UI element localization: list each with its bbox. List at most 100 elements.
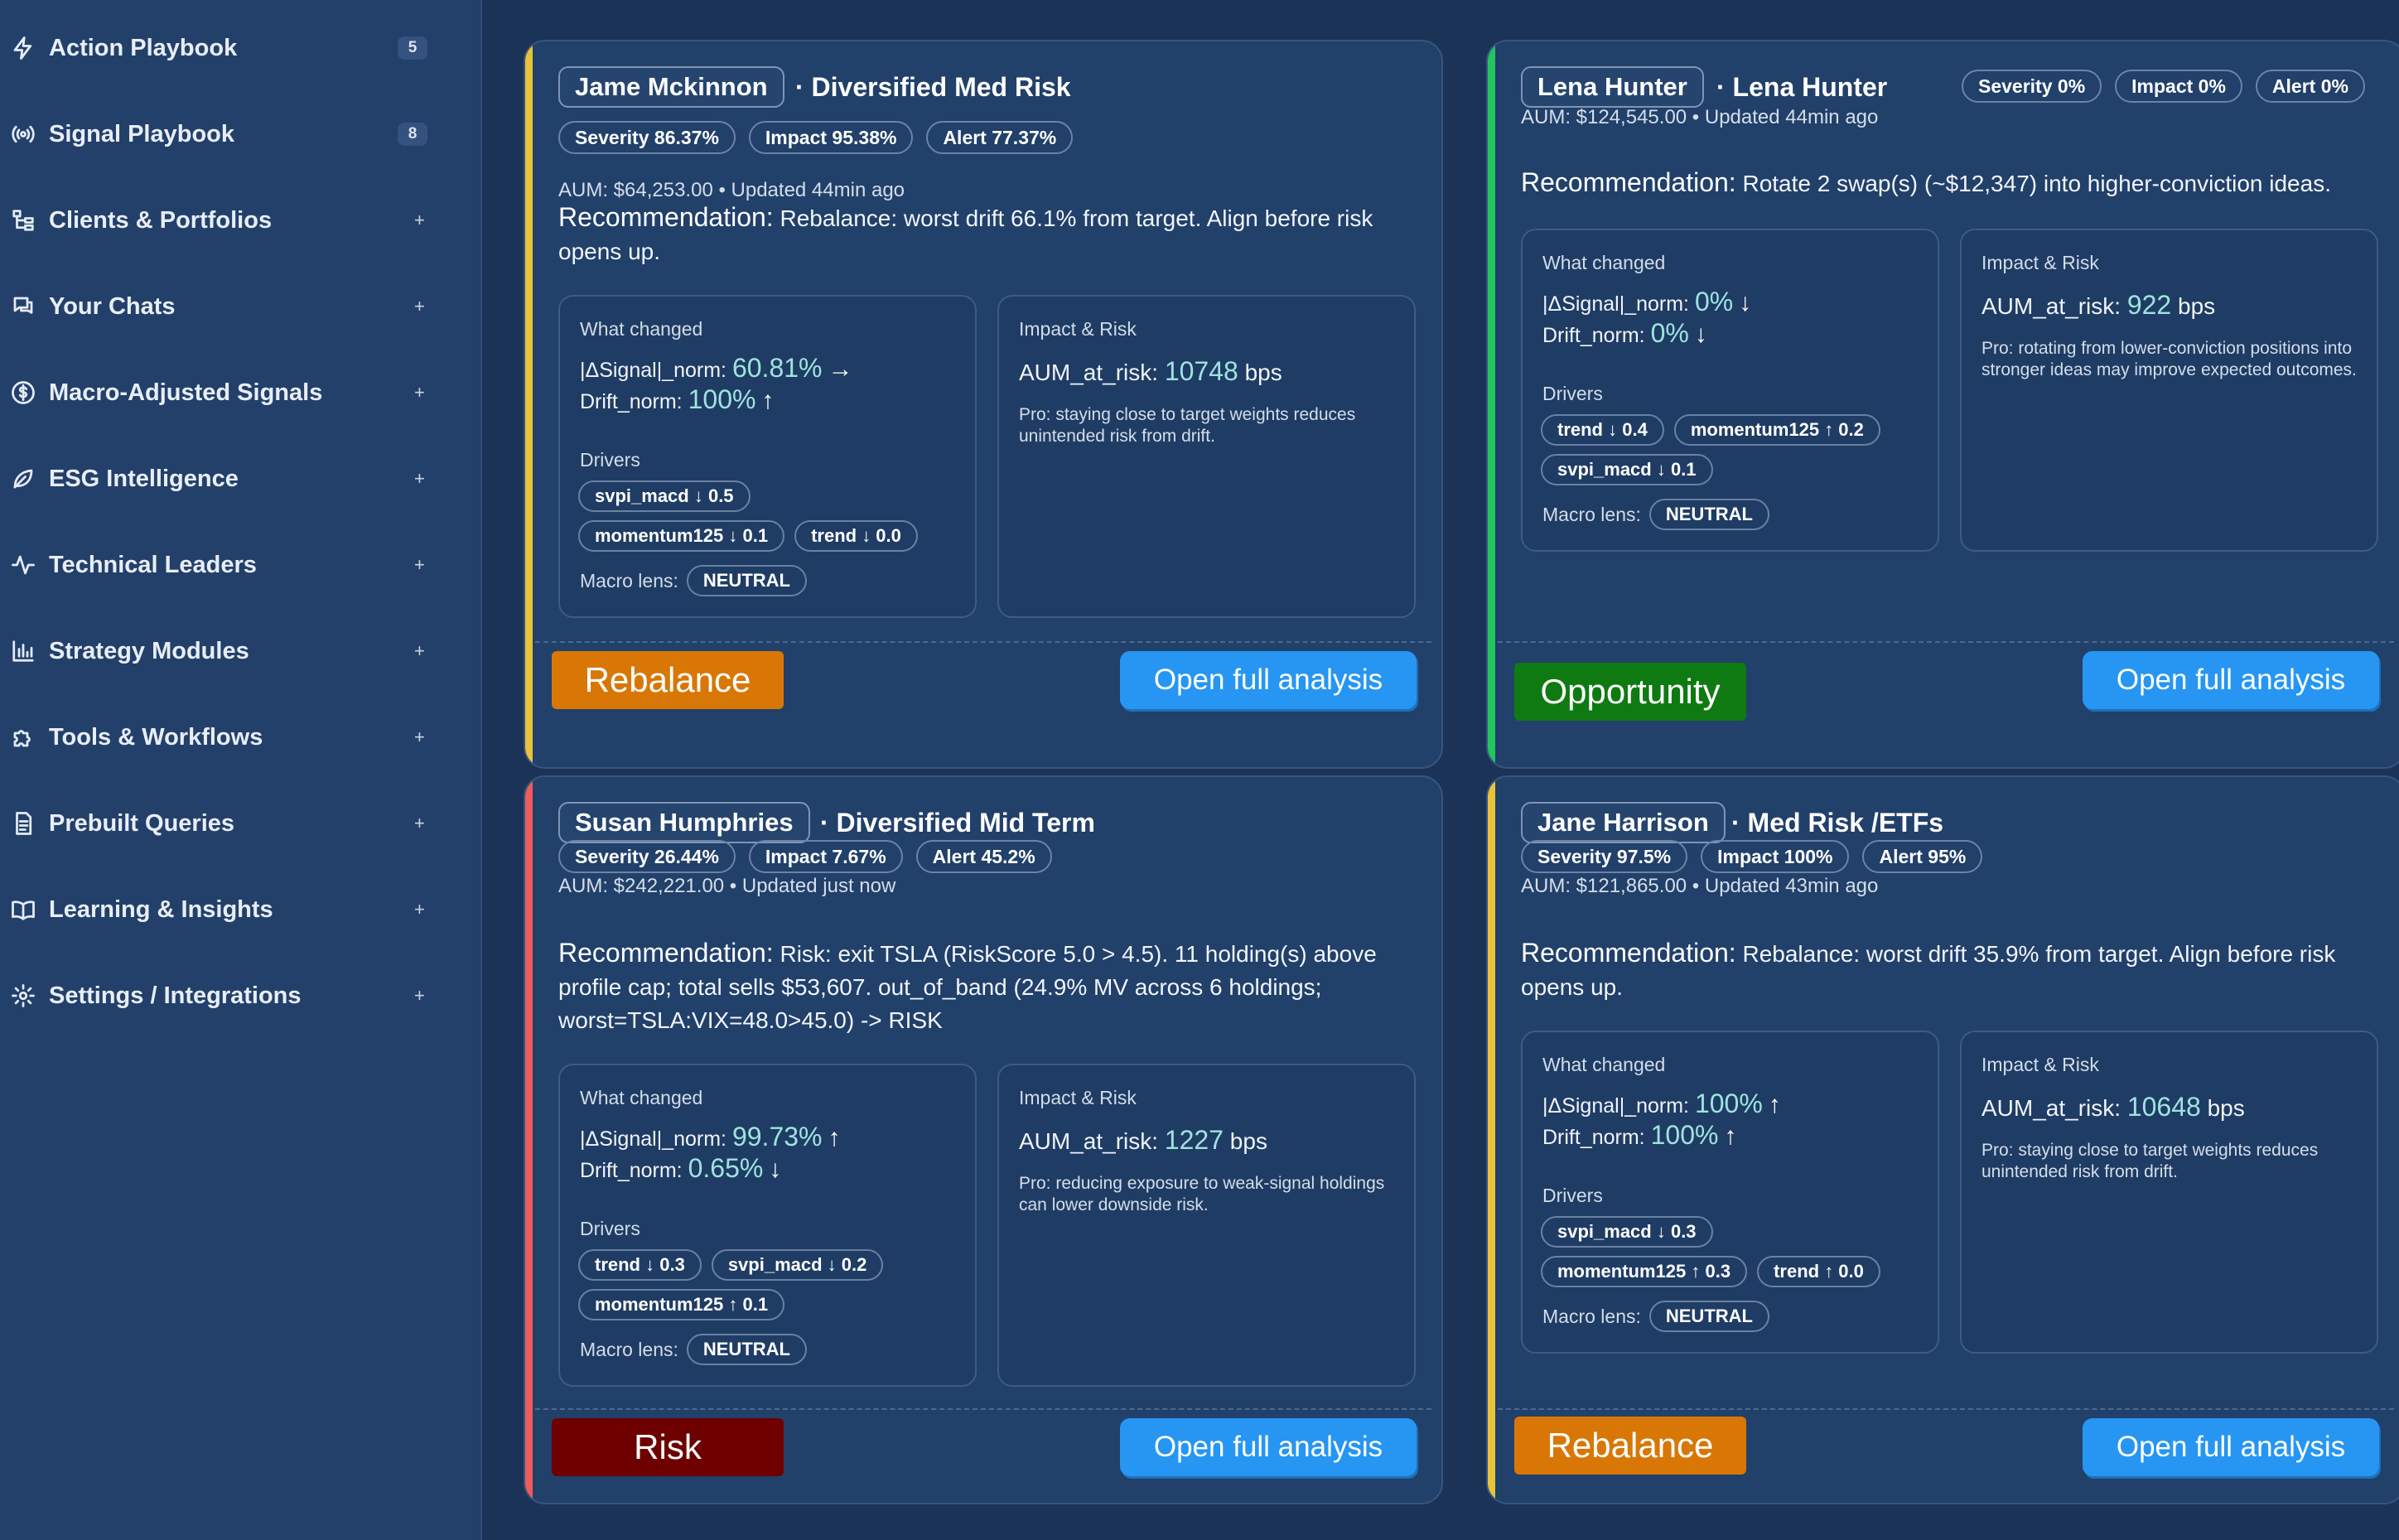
drivers-title: Drivers: [1542, 1185, 1603, 1206]
open-full-analysis-button[interactable]: Open full analysis: [1120, 1418, 1417, 1476]
drivers-title: Drivers: [580, 1218, 640, 1239]
metric-row: Severity 26.44% Impact 7.67% Alert 45.2%: [558, 840, 1052, 873]
bps-unit: bps: [2178, 293, 2216, 319]
drift-norm-value: 100%: [688, 384, 756, 414]
driver-chip: trend ↑ 0.0: [1757, 1256, 1880, 1287]
sidebar-item-settings-integrations[interactable]: Settings / Integrations +: [0, 961, 482, 1031]
client-name[interactable]: Jame Mckinnon: [558, 66, 784, 108]
portfolio-profile: · Diversified Mid Term: [820, 807, 1095, 838]
impact-note: Pro: staying close to target weights red…: [1981, 1141, 2319, 1181]
signal-norm-label: |ΔSignal|_norm:: [580, 1127, 726, 1151]
signal-norm: |ΔSignal|_norm: 100% ↑: [1542, 1089, 1781, 1119]
severity-badge: Severity 97.5%: [1521, 840, 1688, 873]
drift-norm: Drift_norm: 0.65% ↓: [580, 1153, 781, 1184]
signal-trend-arrow: ↑: [828, 1124, 841, 1151]
sidebar-item-clients-portfolios[interactable]: Clients & Portfolios +: [0, 186, 482, 255]
card-divider: [535, 1408, 1431, 1410]
client-name[interactable]: Lena Hunter: [1521, 66, 1704, 108]
drift-norm-value: 0%: [1650, 318, 1689, 348]
drift-trend-arrow: ↓: [769, 1156, 782, 1183]
aum-line: AUM: $242,221.00 • Updated just now: [558, 875, 896, 897]
client-name[interactable]: Jane Harrison: [1521, 802, 1726, 843]
what-changed-panel: What changed |ΔSignal|_norm: 100% ↑ Drif…: [1521, 1031, 1939, 1354]
sidebar-item-learning-insights[interactable]: Learning & Insights +: [0, 875, 482, 944]
open-full-analysis-button[interactable]: Open full analysis: [2083, 651, 2379, 709]
sidebar-item-action-playbook[interactable]: Action Playbook 5: [0, 13, 482, 83]
aum-line: AUM: $121,865.00 • Updated 43min ago: [1521, 875, 1879, 897]
portfolio-profile: · Diversified Med Risk: [795, 71, 1071, 102]
count-badge: 8: [398, 123, 427, 146]
portfolio-profile: · Lena Hunter: [1716, 71, 1888, 102]
sidebar-item-signal-playbook[interactable]: Signal Playbook 8: [0, 99, 482, 169]
sidebar-item-macro-adjusted-signals[interactable]: Macro-Adjusted Signals +: [0, 358, 482, 427]
aum-at-risk: AUM_at_risk: 1227 bps: [1019, 1125, 1267, 1156]
card-divider: [535, 641, 1431, 643]
sidebar-item-label: Macro-Adjusted Signals: [49, 379, 323, 406]
drivers-row: momentum125 ↑ 0.3 trend ↑ 0.0: [1541, 1256, 1880, 1287]
impact-badge: Impact 100%: [1701, 840, 1850, 873]
signal-trend-arrow: ↓: [1739, 289, 1752, 316]
alert-badge: Alert 95%: [1862, 840, 1983, 873]
panel-title: What changed: [1542, 252, 1666, 273]
sidebar-item-technical-leaders[interactable]: Technical Leaders +: [0, 530, 482, 600]
open-full-analysis-button[interactable]: Open full analysis: [1120, 651, 1417, 709]
impact-badge: Impact 95.38%: [748, 121, 914, 154]
macro-lens: Macro lens: NEUTRAL: [1542, 1301, 1769, 1332]
card-divider: [1498, 1408, 2394, 1410]
drift-norm-label: Drift_norm:: [1542, 324, 1645, 347]
sidebar-item-your-chats[interactable]: Your Chats +: [0, 272, 482, 341]
sidebar: Action Playbook 5 Signal Playbook 8 Clie…: [0, 0, 482, 1540]
expand-icon[interactable]: +: [414, 468, 425, 489]
expand-icon[interactable]: +: [414, 727, 425, 747]
aum-at-risk: AUM_at_risk: 10648 bps: [1981, 1092, 2245, 1122]
open-full-analysis-button[interactable]: Open full analysis: [2083, 1418, 2379, 1476]
sidebar-item-label: ESG Intelligence: [49, 465, 239, 492]
driver-chip: trend ↓ 0.4: [1541, 414, 1664, 446]
impact-note: Pro: reducing exposure to weak-signal ho…: [1019, 1174, 1385, 1214]
client-card: Susan Humphries · Diversified Mid Term S…: [524, 775, 1443, 1504]
macro-lens-badge: NEUTRAL: [686, 565, 807, 596]
expand-icon[interactable]: +: [414, 813, 425, 833]
sidebar-item-strategy-modules[interactable]: Strategy Modules +: [0, 616, 482, 686]
sidebar-item-label: Prebuilt Queries: [49, 809, 235, 837]
panel-title: What changed: [580, 1087, 703, 1108]
macro-lens-label: Macro lens:: [1542, 1305, 1641, 1327]
expand-icon[interactable]: +: [414, 554, 425, 575]
drivers-row: svpi_macd ↓ 0.3: [1541, 1216, 1713, 1248]
client-card: Lena Hunter · Lena Hunter Severity 0% Im…: [1486, 40, 2399, 769]
macro-lens-label: Macro lens:: [1542, 503, 1641, 525]
aum-at-risk: AUM_at_risk: 922 bps: [1981, 290, 2215, 321]
recommendation: Recommendation: Risk: exit TSLA (RiskSco…: [558, 936, 1420, 1037]
bps-unit: bps: [1229, 1128, 1267, 1154]
driver-chip: svpi_macd ↓ 0.1: [1541, 454, 1713, 485]
drivers-row: momentum125 ↑ 0.1: [578, 1289, 785, 1320]
card-accent: [525, 41, 533, 767]
bps-unit: bps: [1244, 360, 1282, 385]
aum-at-risk-label: AUM_at_risk:: [1019, 360, 1159, 385]
drivers-row: trend ↓ 0.3 svpi_macd ↓ 0.2: [578, 1249, 884, 1281]
macro-lens-badge: NEUTRAL: [1648, 499, 1769, 530]
recommendation: Recommendation: Rebalance: worst drift 6…: [558, 200, 1420, 268]
expand-icon[interactable]: +: [414, 210, 425, 230]
client-name[interactable]: Susan Humphries: [558, 802, 810, 843]
what-changed-panel: What changed |ΔSignal|_norm: 60.81% → Dr…: [558, 295, 977, 618]
drift-norm-value: 100%: [1650, 1120, 1719, 1150]
expand-icon[interactable]: +: [414, 640, 425, 661]
card-accent: [1488, 41, 1495, 767]
metric-row: Severity 86.37% Impact 95.38% Alert 77.3…: [558, 121, 1074, 154]
sidebar-item-prebuilt-queries[interactable]: Prebuilt Queries +: [0, 789, 482, 858]
count-badge: 5: [398, 36, 427, 60]
impact-badge: Impact 0%: [2115, 70, 2242, 103]
severity-badge: Severity 86.37%: [558, 121, 736, 154]
signal-norm: |ΔSignal|_norm: 60.81% →: [580, 353, 852, 384]
sidebar-item-tools-workflows[interactable]: Tools & Workflows +: [0, 702, 482, 772]
aum-at-risk-value: 10748: [1164, 356, 1238, 386]
card-accent: [1488, 777, 1495, 1503]
expand-icon[interactable]: +: [414, 899, 425, 920]
drift-norm-label: Drift_norm:: [580, 390, 683, 413]
expand-icon[interactable]: +: [414, 296, 425, 316]
expand-icon[interactable]: +: [414, 382, 425, 403]
expand-icon[interactable]: +: [414, 985, 425, 1006]
sidebar-item-esg-intelligence[interactable]: ESG Intelligence +: [0, 444, 482, 514]
document-icon: [10, 810, 36, 837]
